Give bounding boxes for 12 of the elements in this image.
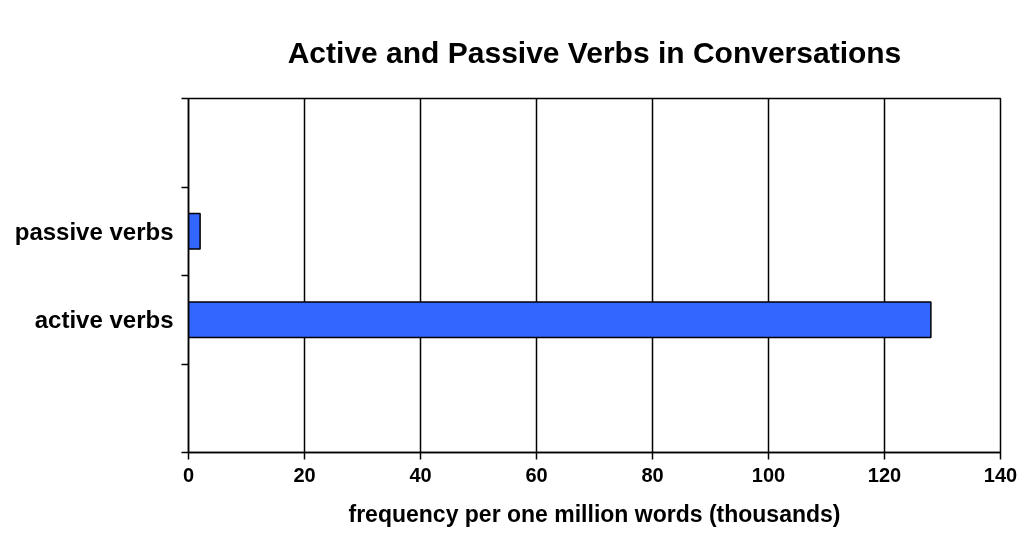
x-tick-label: 120 (867, 463, 902, 486)
y-tick-label: active verbs (34, 306, 174, 334)
y-tick-label: passive verbs (14, 217, 174, 245)
x-tick-label: 60 (525, 463, 548, 486)
x-tick-label: 20 (293, 463, 316, 486)
x-tick-label: 0 (182, 463, 195, 486)
x-tick-label: 100 (751, 463, 786, 486)
x-tick-label: 80 (641, 463, 664, 486)
chart-title: Active and Passive Verbs in Conversations (287, 35, 902, 69)
x-tick-label: 140 (983, 463, 1018, 486)
x-tick-label: 40 (409, 463, 432, 486)
x-axis-title: frequency per one million words (thousands) (348, 500, 841, 527)
